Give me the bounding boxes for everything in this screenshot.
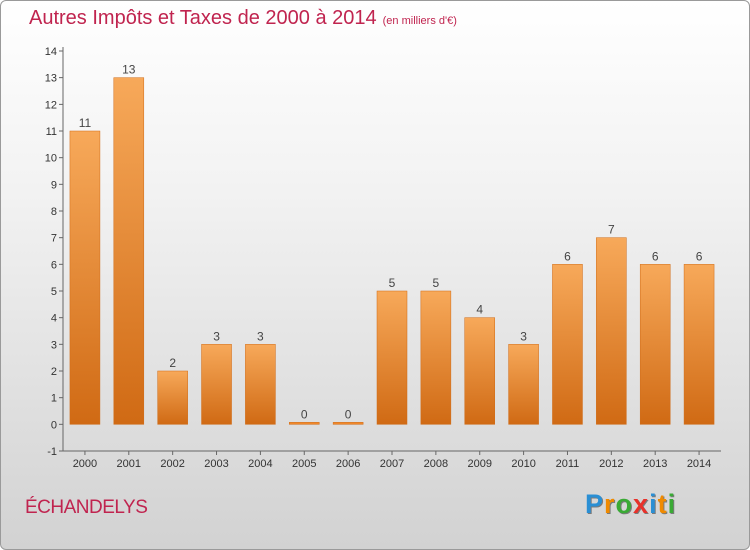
y-tick-label: 6 — [51, 259, 57, 271]
data-label: 6 — [564, 249, 571, 263]
x-tick-label: 2013 — [643, 458, 667, 470]
logo-letter: i — [649, 489, 658, 519]
bar-2008 — [420, 290, 452, 425]
chart-bars — [69, 77, 715, 425]
bar-2013 — [639, 264, 671, 425]
x-tick-label: 2000 — [73, 458, 97, 470]
x-tick-label: 2006 — [336, 458, 360, 470]
bar-2001 — [113, 77, 145, 425]
bar-2011 — [552, 264, 583, 425]
x-tick-label: 2012 — [599, 458, 623, 470]
logo-letter: r — [604, 489, 616, 519]
data-label: 11 — [79, 116, 92, 130]
x-tick-label: 2007 — [380, 458, 404, 470]
chart-title-main: Autres Impôts et Taxes de 2000 à 2014 — [29, 7, 377, 29]
proxiti-logo[interactable]: Proxiti — [585, 489, 676, 520]
bar-2012 — [596, 237, 627, 425]
x-tick-label: 2014 — [687, 458, 711, 470]
logo-letter: x — [633, 489, 650, 519]
data-label: 3 — [520, 329, 527, 343]
chart-title: Autres Impôts et Taxes de 2000 à 2014 (en… — [29, 7, 457, 30]
y-tick-label: 7 — [51, 233, 57, 245]
data-label: 13 — [122, 63, 136, 77]
data-label: 7 — [608, 223, 615, 237]
data-label: 2 — [169, 356, 176, 370]
bar-2007 — [376, 290, 408, 425]
y-tick-label: 14 — [45, 46, 57, 58]
logo-letter: i — [667, 489, 677, 519]
bar-2005 — [289, 422, 320, 425]
y-tick-label: 3 — [51, 339, 57, 351]
logo-letter: o — [615, 489, 634, 519]
y-tick-label: 10 — [45, 153, 57, 165]
place-name: ÉCHANDELYS — [25, 497, 148, 518]
x-tick-label: 2009 — [467, 458, 491, 470]
chart-title-unit: (en milliers d'€) — [382, 15, 457, 27]
x-tick-label: 2002 — [160, 458, 184, 470]
data-label: 3 — [213, 329, 220, 343]
bar-2009 — [464, 317, 495, 425]
x-tick-label: 2005 — [292, 458, 316, 470]
y-tick-label: 13 — [45, 73, 57, 85]
logo-letter: P — [585, 489, 605, 519]
data-label: 6 — [696, 249, 703, 263]
bar-2010 — [508, 344, 539, 425]
bar-2006 — [332, 422, 364, 425]
y-tick-label: 11 — [46, 126, 57, 138]
y-tick-label: 2 — [51, 366, 57, 378]
data-label: 3 — [257, 329, 264, 343]
logo-letter: t — [657, 489, 668, 519]
bar-2000 — [69, 130, 101, 425]
y-tick-label: 9 — [51, 179, 57, 191]
x-tick-label: 2004 — [248, 458, 272, 470]
bar-2004 — [245, 344, 276, 425]
y-tick-label: 4 — [51, 313, 57, 325]
data-label: 0 — [301, 407, 308, 421]
x-tick-label: 2010 — [511, 458, 535, 470]
x-tick-label: 2011 — [556, 458, 580, 470]
data-label: 5 — [389, 276, 396, 290]
y-tick-label: 12 — [45, 99, 57, 111]
bar-2003 — [201, 344, 232, 425]
y-tick-label: 5 — [51, 286, 57, 298]
x-tick-label: 2008 — [424, 458, 448, 470]
y-tick-label: 8 — [51, 206, 57, 218]
y-tick-label: 1 — [51, 393, 57, 405]
chart-labels: 11 13 2 3 3 0 0 5 5 4 3 6 7 6 6 — [79, 63, 703, 422]
y-tick-label: -1 — [47, 446, 57, 458]
x-tick-label: 2003 — [204, 458, 228, 470]
data-label: 0 — [345, 407, 352, 421]
data-label: 4 — [476, 303, 483, 317]
data-label: 6 — [652, 249, 659, 263]
x-tick-label: 2001 — [117, 458, 141, 470]
data-label: 5 — [433, 276, 440, 290]
bar-2014 — [683, 264, 715, 425]
y-tick-label: 0 — [51, 419, 57, 431]
bar-2002 — [157, 370, 188, 425]
